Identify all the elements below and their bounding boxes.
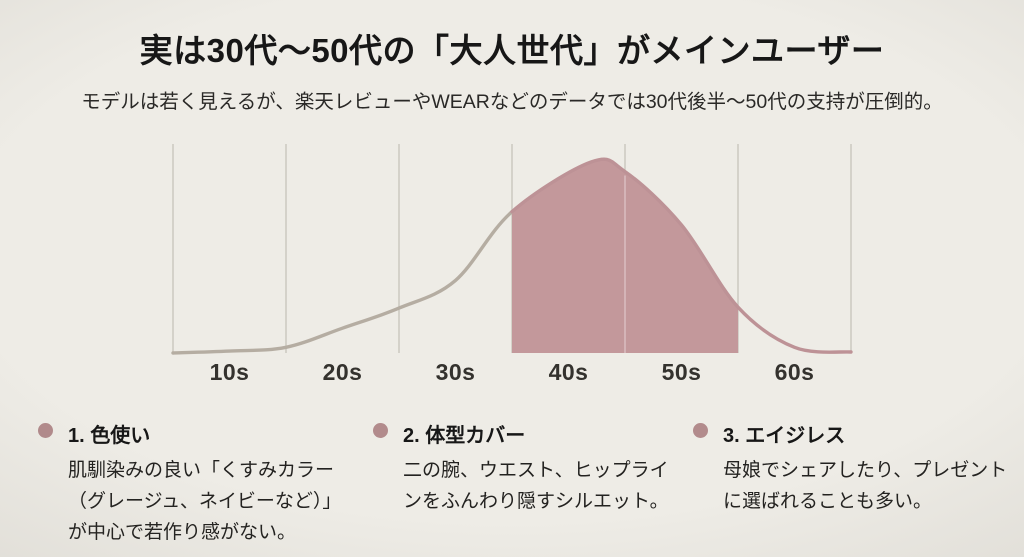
curve-left [171, 210, 514, 355]
bullet-item-color-usage: 1. 色使い 肌馴染みの良い「くすみカラー（グレージュ、ネイビーなど）」が中心で… [38, 419, 360, 548]
age-distribution-chart [160, 140, 860, 355]
x-tick-10s: 10s [209, 359, 250, 385]
bullet-title: 1. 色使い [68, 425, 151, 447]
bullet-body: 母娘でシェアしたり、プレゼントに選ばれることも多い。 [723, 460, 1008, 512]
bullet-title: 2. 体型カバー [403, 425, 526, 447]
bullet-item-body-cover: 2. 体型カバー 二の腕、ウエスト、ヒップラインをふんわり隠すシルエット。 [373, 419, 683, 517]
x-axis-labels: 10s 20s 30s 40s 50s 60s [173, 359, 851, 386]
bullet-title: 3. エイジレス [723, 425, 846, 447]
highlight-area [512, 159, 738, 353]
curve-right [510, 157, 853, 354]
page-subtitle: モデルは若く見えるが、楽天レビューやWEARなどのデータでは30代後半〜50代の… [81, 91, 943, 113]
bullet-dot-icon [38, 423, 53, 438]
x-tick-60s: 60s [774, 359, 815, 385]
bullet-dot-icon [373, 423, 388, 438]
page-title: 実は30代〜50代の「大人世代」がメインユーザー [139, 32, 885, 69]
x-tick-30s: 30s [435, 359, 476, 385]
x-tick-20s: 20s [322, 359, 363, 385]
distribution-curve-svg [171, 144, 853, 355]
bullet-dot-icon [693, 423, 708, 438]
x-tick-50s: 50s [661, 359, 702, 385]
bullet-item-ageless: 3. エイジレス 母娘でシェアしたり、プレゼントに選ばれることも多い。 [693, 419, 1017, 517]
bullet-body: 二の腕、ウエスト、ヒップラインをふんわり隠すシルエット。 [403, 460, 669, 512]
x-tick-40s: 40s [548, 359, 589, 385]
bullet-body: 肌馴染みの良い「くすみカラー（グレージュ、ネイビーなど）」が中心で若作り感がない… [68, 460, 342, 543]
